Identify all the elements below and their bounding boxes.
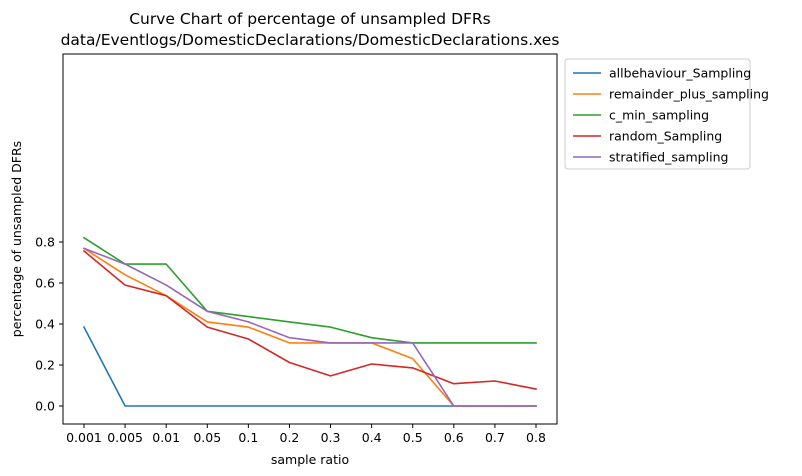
x-tick-label: 0.1 xyxy=(238,430,258,445)
x-tick-label: 0.005 xyxy=(107,430,143,445)
legend-entry: remainder_plus_sampling xyxy=(609,87,769,102)
chart-title: Curve Chart of percentage of unsampled D… xyxy=(129,10,491,28)
legend-entry: random_Sampling xyxy=(609,129,722,144)
x-tick-label: 0.001 xyxy=(66,430,102,445)
legend-entry: c_min_sampling xyxy=(609,108,709,123)
series-line-random_Sampling xyxy=(82,249,537,390)
legend-entry: stratified_sampling xyxy=(609,150,728,165)
x-tick-label: 0.2 xyxy=(280,430,300,445)
y-tick-label: 0.0 xyxy=(35,399,55,414)
series-lines xyxy=(82,236,537,407)
y-tick-label: 0.2 xyxy=(35,358,55,373)
legend: allbehaviour_Sampling remainder_plus_samp… xyxy=(564,58,769,170)
x-tick-label: 0.7 xyxy=(485,430,505,445)
legend-frame xyxy=(564,58,751,170)
series-line-c_min_sampling xyxy=(82,236,537,344)
y-axis-label: percentage of unsampled DFRs xyxy=(9,141,24,337)
y-axis-ticks: 0.0 0.2 0.4 0.6 0.8 xyxy=(35,235,63,414)
x-tick-label: 0.5 xyxy=(403,430,423,445)
x-tick-label: 0.4 xyxy=(362,430,382,445)
x-tick-label: 0.8 xyxy=(526,430,546,445)
series-line-stratified_sampling xyxy=(82,247,537,407)
plot-frame xyxy=(62,53,558,425)
chart-subtitle: data/Eventlogs/DomesticDeclarations/Dome… xyxy=(61,31,560,49)
x-tick-label: 0.01 xyxy=(152,430,180,445)
y-tick-label: 0.4 xyxy=(35,317,55,332)
x-axis-ticks: 0.001 0.005 0.01 0.05 0.1 0.2 0.3 0.4 0.5 0.6 0.7 0… xyxy=(66,424,546,445)
y-tick-label: 0.8 xyxy=(35,235,55,250)
x-axis-label: sample ratio xyxy=(271,452,349,467)
x-tick-label: 0.3 xyxy=(321,430,341,445)
y-tick-label: 0.6 xyxy=(35,276,55,291)
legend-entry: allbehaviour_Sampling xyxy=(609,66,751,81)
x-tick-label: 0.05 xyxy=(193,430,221,445)
x-tick-label: 0.6 xyxy=(444,430,464,445)
